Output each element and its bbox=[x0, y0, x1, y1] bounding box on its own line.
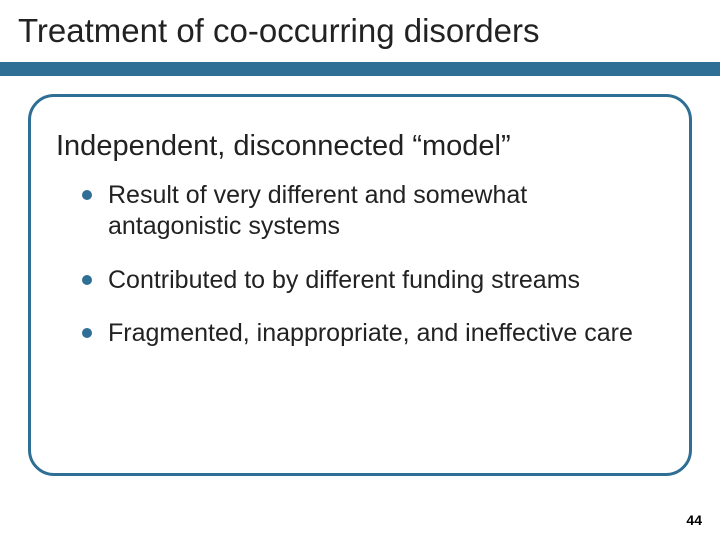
title-block: Treatment of co-occurring disorders bbox=[0, 12, 720, 50]
list-item: Result of very different and somewhat an… bbox=[82, 180, 662, 243]
bullet-icon bbox=[82, 275, 92, 285]
slide: Treatment of co-occurring disorders Inde… bbox=[0, 0, 720, 540]
bullet-text: Fragmented, inappropriate, and ineffecti… bbox=[108, 318, 633, 349]
list-item: Contributed to by different funding stre… bbox=[82, 265, 662, 296]
bullet-icon bbox=[82, 190, 92, 200]
title-underline bbox=[0, 62, 720, 76]
bullet-text: Contributed to by different funding stre… bbox=[108, 265, 580, 296]
list-item: Fragmented, inappropriate, and ineffecti… bbox=[82, 318, 662, 349]
slide-title: Treatment of co-occurring disorders bbox=[18, 12, 720, 50]
slide-subtitle: Independent, disconnected “model” bbox=[56, 130, 511, 163]
bullet-list: Result of very different and somewhat an… bbox=[82, 180, 662, 371]
page-number: 44 bbox=[686, 512, 702, 528]
bullet-icon bbox=[82, 328, 92, 338]
bullet-text: Result of very different and somewhat an… bbox=[108, 180, 662, 243]
